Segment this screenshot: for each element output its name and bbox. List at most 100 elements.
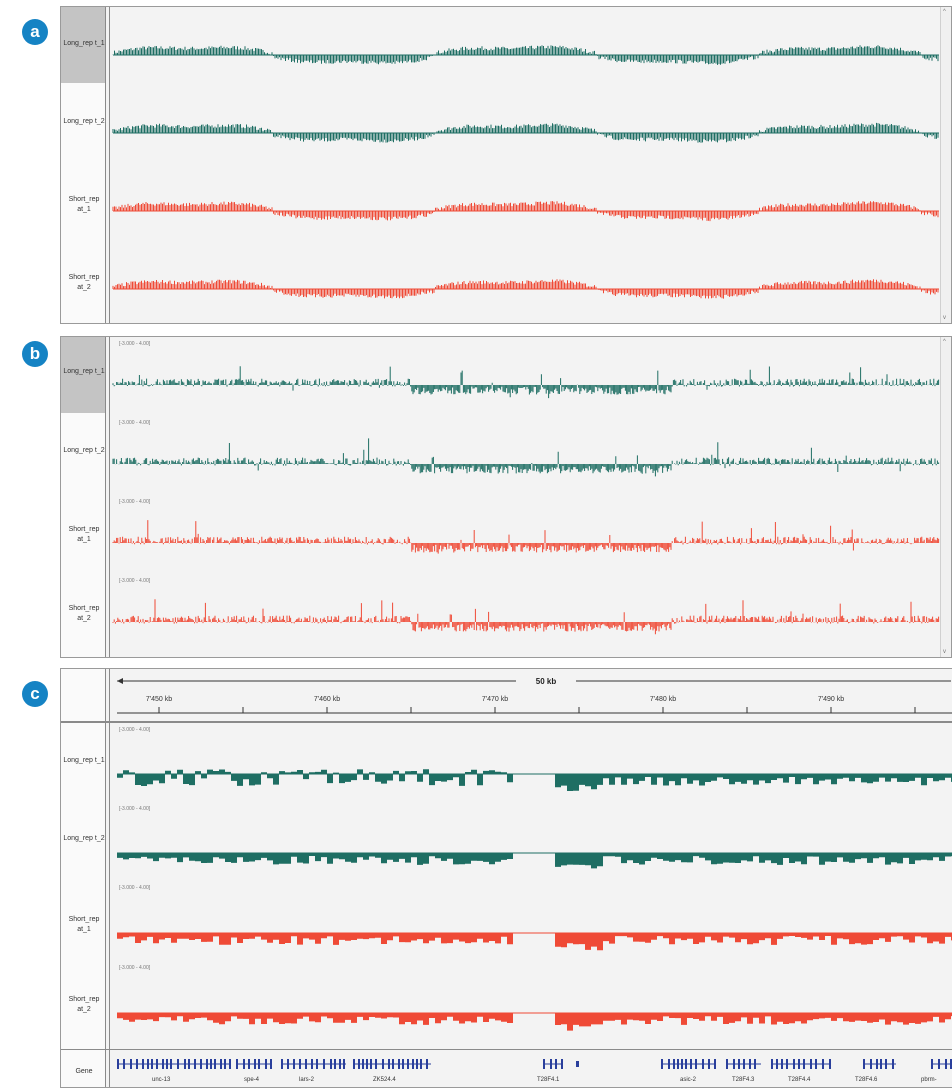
coverage-trace [112,201,939,222]
gene-exon [733,1059,735,1069]
gene-exon [749,1059,751,1069]
track-name[interactable]: Long_rep t_1 [63,40,105,47]
track-name[interactable]: Long_rep t_2 [63,118,105,125]
gene-exon [147,1059,149,1069]
track-name[interactable]: Long_rep t_2 [63,835,105,842]
gene-exon [714,1059,716,1069]
track-name[interactable]: Short_rep at_1 [68,526,100,543]
track-name-column: Long_rep t_1 Long_rep t_2 Short_rep at_1… [61,669,105,1087]
scrollbar[interactable]: ^ v [940,7,951,323]
ruler-divider [61,721,952,723]
gene-label[interactable]: asic-2 [680,1077,697,1083]
span-arrow-head [117,678,123,684]
gene-label[interactable]: pbrm- [921,1077,937,1083]
gene-exon [151,1059,153,1069]
coverage-blocks [117,769,952,791]
column-divider[interactable] [105,337,106,657]
track-name[interactable]: Long_rep t_1 [63,368,105,375]
gene-label[interactable]: lars-2 [299,1077,315,1083]
ruler-tick-label: 7'450 kb [146,696,172,703]
scrollbar[interactable]: ^ v [940,337,951,657]
gene-exon [117,1059,119,1069]
track-name[interactable]: Short_rep at_2 [68,274,100,291]
gene-exon [287,1059,289,1069]
gene-exon [311,1059,313,1069]
gene-exon [382,1059,384,1069]
gene-exon [402,1059,404,1069]
gene-exon [829,1059,831,1069]
gene-exon [334,1059,336,1069]
data-range-label: [-3.000 - 4.00] [119,965,151,971]
selected-track-highlight[interactable] [61,337,105,413]
gene-label[interactable]: unc-13 [152,1077,171,1083]
gene-exon [299,1059,301,1069]
track-name[interactable]: Short_rep at_2 [68,605,100,622]
gene-label[interactable]: T28F4.6 [855,1077,878,1083]
coverage-blocks [117,853,952,869]
scroll-down-icon[interactable]: v [943,649,946,655]
coverage-blocks [117,933,952,951]
gene-exon [938,1059,940,1069]
gene-exon [781,1059,783,1069]
gene-exon [743,1059,745,1069]
gene-label[interactable]: T28F4.4 [788,1077,811,1083]
column-divider[interactable] [105,669,106,1087]
gene-exon [426,1059,428,1069]
track-name[interactable]: Short_rep at_1 [68,916,100,933]
scroll-up-icon[interactable]: ^ [943,9,946,15]
gene-exon [258,1059,260,1069]
gene-exon [281,1059,283,1069]
panel-a: Long_rep t_1 Long_rep t_2 Short_rep at_1… [60,6,952,324]
track-name-column: Long_rep t_1 Long_rep t_2 Short_rep at_1… [61,337,105,657]
gene-label[interactable]: T28F4.3 [732,1077,755,1083]
ruler-tick-label: 7'490 kb [818,696,844,703]
gene-label[interactable]: ZK524.4 [373,1077,396,1083]
track-name[interactable]: Short_rep at_1 [68,196,100,213]
gene-track-name[interactable]: Gene [75,1068,93,1075]
gene-exon [726,1059,728,1069]
gene-exon [323,1059,325,1069]
gene-exon [214,1059,216,1069]
panel-c-badge: c [22,681,48,707]
column-divider[interactable] [109,669,110,1087]
gene-exon [254,1059,256,1069]
gene-exon [156,1059,158,1069]
gene-label[interactable]: T28F4.1 [537,1077,560,1083]
gene-exon [177,1059,179,1069]
gene-exon [305,1059,307,1069]
gene-exon [863,1059,865,1069]
ruler-tick-label: 7'460 kb [314,696,340,703]
gene-exon [236,1059,238,1069]
selected-track-highlight[interactable] [61,7,105,83]
gene-exon [265,1059,267,1069]
gene-exon [123,1059,125,1069]
track-name[interactable]: Long_rep t_2 [63,447,105,454]
ruler-tick-label: 7'480 kb [650,696,676,703]
gene-exon [677,1059,679,1069]
data-range-label: [-3.000 - 4.00] [119,420,151,426]
gene-exon [685,1059,687,1069]
span-label: 50 kb [536,677,557,686]
data-range-label: [-3.000 - 4.00] [119,341,151,347]
track-name[interactable]: Long_rep t_1 [63,757,105,764]
gene-exon [206,1059,208,1069]
column-divider[interactable] [105,7,106,323]
gene-exon [708,1059,710,1069]
gene-exon [793,1059,795,1069]
gene-exon [950,1059,952,1069]
gene-label[interactable]: spe-4 [244,1077,260,1083]
column-divider[interactable] [109,337,110,657]
gene-exon [931,1059,933,1069]
signal-tracks-panel-a [112,45,939,299]
gene-exon [220,1059,222,1069]
track-name[interactable]: Short_rep at_2 [68,996,100,1013]
column-divider[interactable] [109,7,110,323]
gene-exon [343,1059,345,1069]
scroll-up-icon[interactable]: ^ [943,339,946,345]
scroll-down-icon[interactable]: v [943,315,946,321]
gene-exon [880,1059,882,1069]
gene-exon [803,1059,805,1069]
gene-exon [362,1059,364,1069]
gene-exon [316,1059,318,1069]
ruler-tick-label: 7'470 kb [482,696,508,703]
